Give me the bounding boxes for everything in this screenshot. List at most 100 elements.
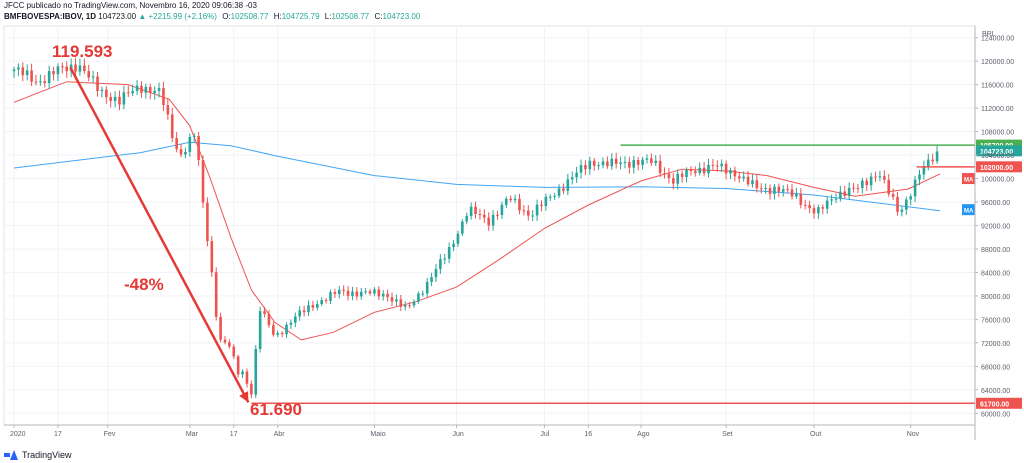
candle-body [56, 66, 60, 75]
candle [359, 288, 363, 300]
candle-body [43, 81, 47, 84]
candle [417, 291, 420, 304]
candle [425, 278, 429, 298]
candle [403, 301, 407, 311]
candle [531, 210, 534, 221]
candle [861, 177, 864, 194]
candle [610, 153, 614, 170]
candle-body [359, 291, 363, 297]
time-tick-label: Out [810, 431, 821, 438]
candle [83, 58, 86, 75]
candle [869, 172, 873, 191]
candle [509, 195, 512, 203]
candle-body [12, 69, 16, 72]
tradingview-logo-icon [4, 450, 18, 460]
candle-body [764, 187, 767, 189]
candle [74, 57, 77, 77]
candle-body [566, 179, 570, 191]
candle-body [188, 136, 192, 153]
candle [469, 202, 473, 220]
candle-body [17, 67, 20, 70]
candle-body [148, 87, 152, 93]
low-label: L: [324, 12, 332, 21]
last-price: 104723.00 [98, 12, 137, 21]
candle-body [526, 210, 530, 216]
candle-body [109, 97, 113, 101]
candle [790, 183, 794, 200]
candle [891, 188, 895, 200]
candle-body [931, 159, 934, 162]
price-axis[interactable]: 60000.00 64000.00 68000.00 72000.00 76000.00… [974, 26, 1014, 440]
candle [439, 254, 442, 275]
candle [817, 204, 820, 219]
price-tick-label: 80000.00 [981, 294, 1010, 301]
candle-body [421, 293, 425, 295]
price-tick-label: 76000.00 [981, 317, 1010, 324]
candle [821, 204, 825, 215]
candle [368, 288, 372, 296]
candle-body [874, 176, 877, 178]
time-tick-label: Nov [907, 431, 920, 438]
bottom-tag: 61700.00 [976, 397, 1022, 409]
drop-arrow-line [69, 67, 250, 403]
candle-body [724, 163, 728, 174]
candle-body [825, 200, 829, 209]
candle [526, 205, 530, 221]
candle [122, 85, 126, 110]
candle [606, 156, 609, 169]
candle [694, 166, 697, 177]
last-tag-bg [976, 145, 1022, 157]
candle [865, 177, 869, 191]
candle-body [87, 71, 91, 78]
candle-body [544, 196, 548, 207]
time-axis[interactable]: 2020 17 Fev Mar 17 Abr Maio Jun Jul 16 Ago Set Out No… [4, 424, 975, 438]
candle [702, 161, 706, 177]
candle [737, 171, 741, 183]
candle [263, 306, 266, 318]
price-tick-label: 96000.00 [981, 200, 1010, 207]
candle-body [830, 199, 833, 201]
time-tick-label: Fev [104, 431, 116, 438]
candle [768, 184, 772, 200]
candle [614, 152, 618, 169]
candle [421, 290, 425, 297]
candle-body [135, 85, 139, 92]
candle [689, 166, 693, 176]
candle [711, 159, 715, 171]
candle-body [96, 76, 99, 92]
candle [935, 145, 939, 164]
close-value: 104723.00 [382, 12, 421, 21]
candle-body [509, 198, 512, 201]
candle [298, 306, 302, 321]
candle [856, 184, 860, 194]
candle-body [250, 383, 253, 395]
candle-body [399, 299, 403, 307]
candle [830, 194, 833, 206]
candle [289, 319, 293, 329]
candle-body [315, 304, 319, 308]
candle-body [100, 89, 104, 92]
candle-body [742, 176, 745, 179]
candle [210, 236, 214, 277]
candle [553, 192, 556, 200]
candle-body [474, 206, 477, 215]
candle-body [118, 96, 121, 105]
candle-body [47, 71, 51, 84]
symbol-name[interactable]: BMFBOVESPA:IBOV, 1D [4, 12, 97, 21]
candle-body [83, 65, 86, 72]
candle [496, 210, 499, 220]
candle-body [408, 305, 411, 307]
price-tick-label: 104000.00 [981, 153, 1014, 160]
last-tag-label: 104723.00 [980, 149, 1013, 156]
time-tick-label: Jul [540, 431, 549, 438]
candle-body [650, 158, 653, 164]
candle-body [817, 207, 820, 214]
candle [566, 173, 570, 196]
candle-body [276, 332, 280, 335]
currency-label: BRL [982, 31, 996, 38]
candle-body [733, 170, 737, 177]
candle [166, 98, 170, 120]
candle-body [667, 173, 671, 179]
